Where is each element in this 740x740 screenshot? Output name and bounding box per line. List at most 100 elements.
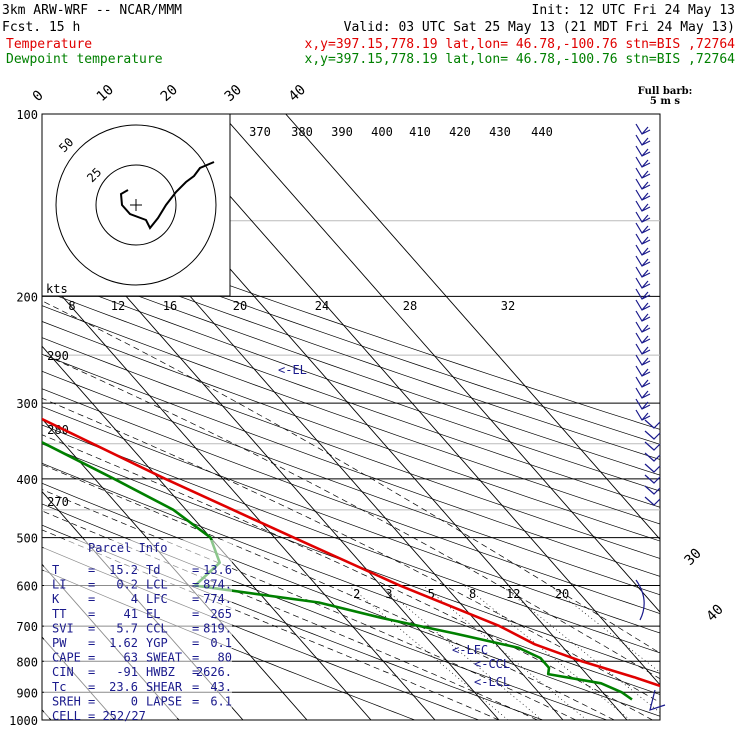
parcel-label: Tc xyxy=(52,680,66,694)
parcel-eq: = xyxy=(192,563,199,577)
parcel-label-2: EL xyxy=(146,607,160,621)
hodograph-trace xyxy=(119,161,215,230)
parcel-value-2: 2626. xyxy=(196,665,232,679)
dry-adiabat xyxy=(42,406,660,634)
dry-adiabat xyxy=(42,305,660,525)
parcel-eq: = xyxy=(192,592,199,606)
wind-direction-label: 30 xyxy=(682,546,705,569)
wind-barb xyxy=(635,288,651,300)
parcel-value-2: 80 xyxy=(218,651,232,665)
pressure-label-300: 300 xyxy=(16,397,38,411)
dry-adiabat xyxy=(42,388,660,615)
moist-adiabat xyxy=(42,489,576,720)
hodograph-speed-label: 32 xyxy=(501,299,515,313)
hodograph-ring xyxy=(55,124,217,286)
theta-low-label: 290 xyxy=(47,349,69,363)
isotherm xyxy=(42,272,436,720)
parcel-label: CIN xyxy=(52,665,74,679)
dry-adiabat xyxy=(42,231,660,445)
parcel-label: T xyxy=(52,563,59,577)
wind-barb xyxy=(635,222,651,234)
isotherm-label: 10 xyxy=(94,82,117,105)
parcel-eq: = xyxy=(192,607,199,621)
dry-adiabat xyxy=(42,462,660,695)
parcel-label-2: HWBZ xyxy=(146,665,175,679)
mixing-ratio-line xyxy=(348,585,509,720)
parcel-label: SVI xyxy=(52,621,74,635)
parcel-label: LI xyxy=(52,578,66,592)
wind-barb xyxy=(635,387,651,399)
dry-adiabat xyxy=(42,274,660,492)
temperature-legend-label: Temperature xyxy=(6,37,92,52)
wind-barb xyxy=(635,123,651,135)
hodograph-speed-label: 24 xyxy=(315,299,329,313)
moist-adiabat xyxy=(42,464,615,720)
mixing-ratio-label: 5 xyxy=(428,587,435,601)
parcel-eq: = xyxy=(88,651,95,665)
parcel-eq: = xyxy=(88,578,95,592)
level-annotation: <-LFC xyxy=(452,643,488,657)
parcel-eq: = xyxy=(192,621,199,635)
init-time: Init: 12 UTC Fri 24 May 13 xyxy=(532,3,736,18)
wind-barb xyxy=(635,145,651,157)
dry-adiabat xyxy=(42,321,660,542)
wind-barb xyxy=(635,365,651,377)
parcel-info-background xyxy=(44,540,232,718)
parcel-eq: = xyxy=(88,636,95,650)
parcel-eq: = xyxy=(192,694,199,708)
mixing-ratio-label: 12 xyxy=(506,587,520,601)
barb-scale-unit: 5 m s xyxy=(650,96,681,107)
wind-barb xyxy=(635,134,651,146)
dry-adiabat xyxy=(42,337,660,559)
parcel-eq: = xyxy=(88,694,95,708)
mixing-ratio-line xyxy=(423,585,588,720)
parcel-label-2: LCL xyxy=(146,578,168,592)
parcel-eq: = xyxy=(88,621,95,635)
isotherm xyxy=(157,114,660,686)
wind-barb xyxy=(635,409,651,421)
parcel-label-2: LAPSE xyxy=(146,694,182,708)
dry-adiabat xyxy=(42,245,660,460)
parcel-value: 1.62 xyxy=(109,636,138,650)
hodograph-speed-label: 20 xyxy=(233,299,247,313)
temperature-profile xyxy=(42,417,660,688)
parcel-info-title: Parcel Info xyxy=(88,541,167,555)
wind-barb xyxy=(635,398,651,410)
parcel-eq: = xyxy=(88,592,95,606)
pressure-label-400: 400 xyxy=(16,473,38,487)
parcel-value-2: 774. xyxy=(203,592,232,606)
parcel-eq: = xyxy=(192,578,199,592)
theta-low-label: 280 xyxy=(47,423,69,437)
wind-barb xyxy=(635,354,651,366)
moist-adiabat xyxy=(42,434,653,720)
pressure-label-500: 500 xyxy=(16,532,38,546)
wind-barb xyxy=(644,419,661,429)
parcel-value: 23.6 xyxy=(109,680,138,694)
isotherm-label: 20 xyxy=(158,82,181,105)
parcel-label: SREH xyxy=(52,694,81,708)
wind-barb xyxy=(635,332,651,344)
pressure-label-600: 600 xyxy=(16,580,38,594)
wind-barb xyxy=(635,167,651,179)
pressure-label-700: 700 xyxy=(16,620,38,634)
wind-barb xyxy=(635,343,651,355)
dry-adiabat xyxy=(42,217,660,430)
wind-barb xyxy=(644,474,661,484)
isotherm-label: 0 xyxy=(30,87,47,105)
parcel-label: CELL xyxy=(52,709,81,723)
level-annotation: <-EL xyxy=(278,363,307,377)
parcel-eq: = xyxy=(192,636,199,650)
wind-barb xyxy=(635,321,651,333)
theta-low-label: 270 xyxy=(47,495,69,509)
wind-barb xyxy=(635,211,651,223)
temperature-legend-location: x,y=397.15,778.19 lat,lon= 46.78,-100.76… xyxy=(305,37,736,52)
theta-label: 370 xyxy=(249,125,271,139)
wind-direction-label: 40 xyxy=(704,602,727,625)
wind-barb xyxy=(644,463,661,473)
parcel-label-2: SHEAR xyxy=(146,680,183,694)
dewpoint-legend-location: x,y=397.15,778.19 lat,lon= 46.78,-100.76… xyxy=(305,52,736,67)
forecast-hour: Fcst. 15 h xyxy=(2,20,80,35)
mixing-ratio-line xyxy=(380,585,543,720)
theta-label: 430 xyxy=(489,125,511,139)
wind-barb xyxy=(644,496,661,506)
